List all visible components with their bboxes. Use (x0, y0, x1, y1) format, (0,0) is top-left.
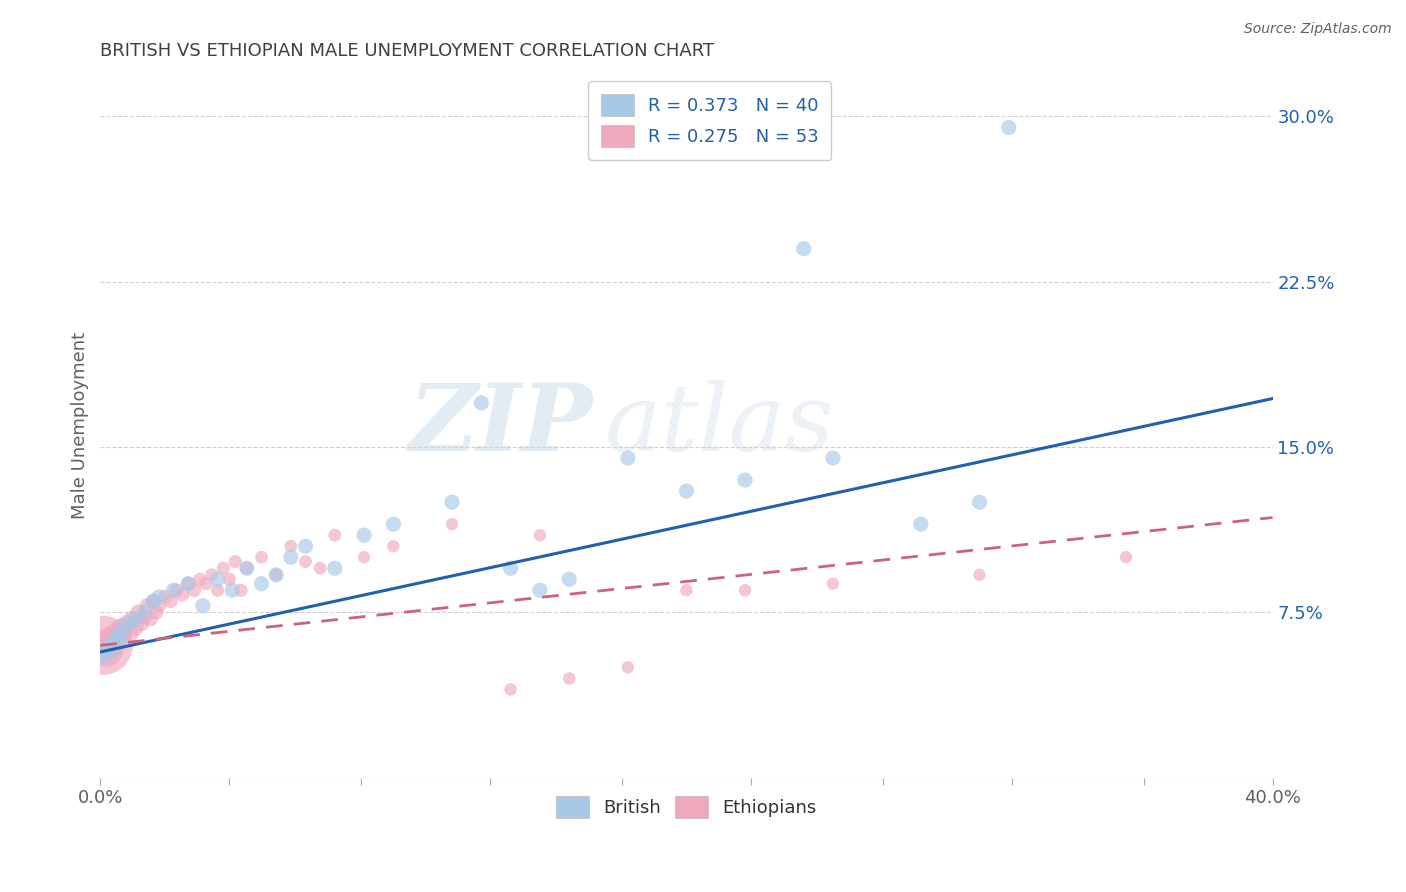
Y-axis label: Male Unemployment: Male Unemployment (72, 332, 89, 518)
Point (499, 561, 522, 575)
Point (588, 120, 610, 135)
Point (201, 567, 224, 582)
Point (139, 612, 162, 626)
Point (142, 594, 165, 608)
Point (675, 583, 697, 598)
Point (499, 682, 522, 697)
Point (323, 561, 346, 575)
Point (224, 555, 246, 569)
Point (148, 590, 170, 604)
Point (617, 451, 640, 466)
Point (104, 634, 127, 648)
Point (177, 576, 200, 591)
Point (280, 550, 302, 565)
Point (96, 642, 118, 657)
Point (127, 605, 149, 619)
Point (793, 242, 815, 256)
Point (177, 576, 200, 591)
Point (207, 583, 229, 598)
Point (96, 642, 118, 657)
Text: Source: ZipAtlas.com: Source: ZipAtlas.com (1244, 22, 1392, 37)
Point (470, 396, 492, 410)
Point (136, 599, 159, 613)
Point (101, 638, 124, 652)
Point (221, 583, 243, 598)
Point (264, 567, 287, 582)
Point (382, 539, 405, 553)
Point (529, 583, 551, 598)
Point (183, 583, 205, 598)
Point (91, 649, 114, 664)
Point (236, 561, 259, 575)
Point (104, 627, 127, 641)
Point (382, 517, 405, 532)
Point (353, 528, 375, 542)
Text: atlas: atlas (605, 380, 834, 470)
Point (675, 484, 697, 499)
Point (910, 517, 932, 532)
Point (98, 634, 121, 648)
Point (124, 621, 146, 635)
Point (145, 605, 167, 619)
Point (558, 672, 581, 686)
Point (112, 621, 135, 635)
Point (997, 120, 1019, 135)
Point (734, 583, 756, 598)
Point (118, 627, 141, 641)
Point (121, 612, 143, 626)
Point (353, 550, 375, 565)
Point (218, 572, 240, 586)
Point (110, 632, 132, 646)
Point (821, 576, 844, 591)
Point (969, 495, 991, 509)
Point (134, 605, 156, 619)
Point (250, 550, 273, 565)
Point (440, 495, 463, 509)
Text: BRITISH VS ETHIOPIAN MALE UNEMPLOYMENT CORRELATION CHART: BRITISH VS ETHIOPIAN MALE UNEMPLOYMENT C… (100, 42, 714, 60)
Point (112, 625, 135, 640)
Point (969, 567, 991, 582)
Point (166, 583, 188, 598)
Point (558, 572, 581, 586)
Point (107, 632, 129, 646)
Point (172, 588, 194, 602)
Point (323, 528, 346, 542)
Legend: British, Ethiopians: British, Ethiopians (550, 789, 824, 825)
Point (131, 616, 153, 631)
Point (194, 576, 217, 591)
Point (107, 627, 129, 641)
Point (734, 473, 756, 487)
Point (440, 517, 463, 532)
Point (207, 572, 229, 586)
Point (124, 612, 146, 626)
Point (236, 561, 259, 575)
Point (294, 539, 316, 553)
Point (162, 583, 184, 598)
Point (294, 555, 316, 569)
Point (617, 660, 640, 674)
Point (529, 528, 551, 542)
Point (159, 594, 181, 608)
Point (153, 590, 176, 604)
Point (134, 609, 156, 624)
Point (115, 616, 138, 631)
Point (118, 616, 141, 631)
Point (98, 638, 121, 652)
Point (250, 576, 273, 591)
Point (821, 451, 844, 466)
Point (280, 539, 302, 553)
Point (264, 567, 287, 582)
Point (229, 583, 252, 598)
Point (212, 561, 235, 575)
Point (91, 638, 114, 652)
Point (1115, 550, 1137, 565)
Point (101, 645, 124, 659)
Point (191, 599, 214, 613)
Point (148, 599, 170, 613)
Text: ZIP: ZIP (408, 380, 593, 470)
Point (309, 561, 332, 575)
Point (110, 621, 132, 635)
Point (188, 572, 211, 586)
Point (142, 594, 165, 608)
